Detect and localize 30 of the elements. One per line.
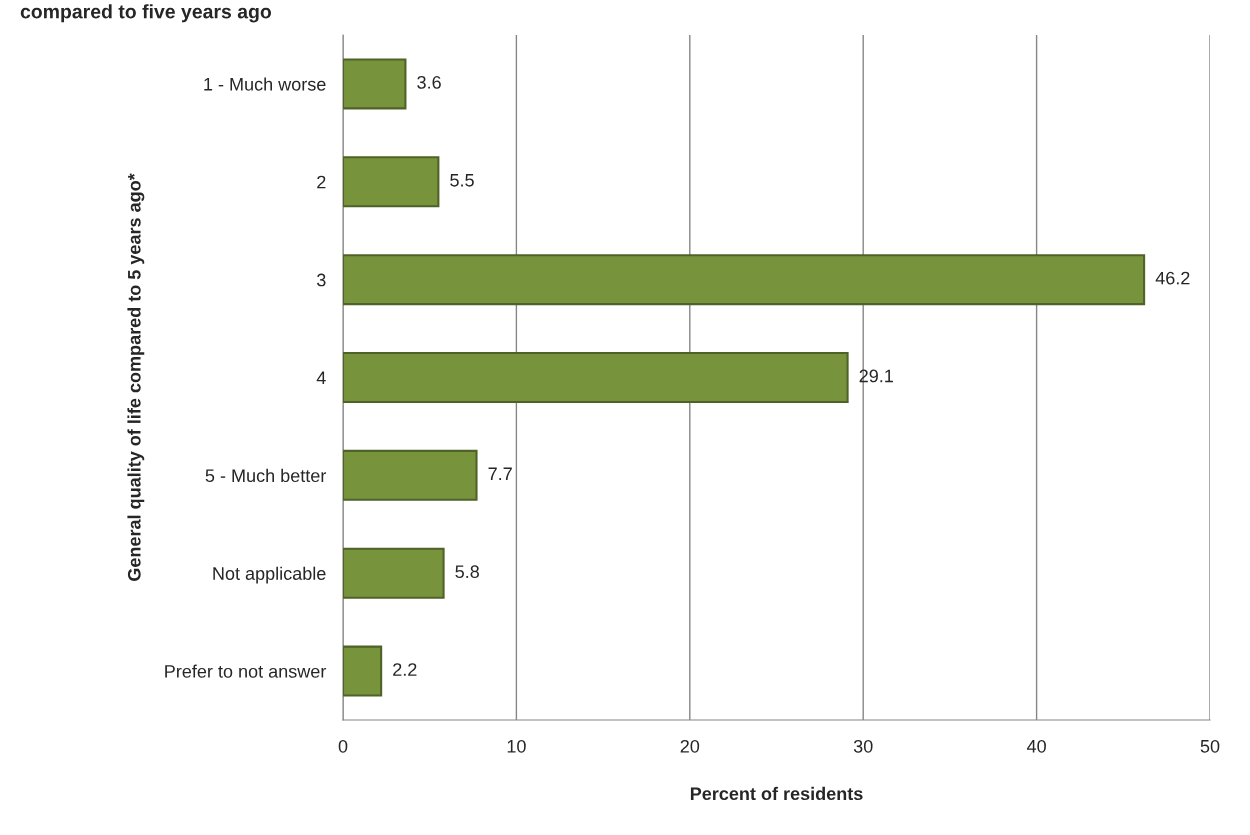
y-tick-label: 5 - Much better [205, 468, 327, 483]
x-tick-label: 30 [853, 739, 873, 753]
y-tick-label: 3 [316, 273, 326, 287]
y-axis-title: General quality of life compared to 5 years ago* [127, 173, 145, 581]
bar [343, 156, 440, 208]
text: compared to five years ago [20, 4, 272, 23]
bar [343, 254, 1146, 306]
bar [343, 352, 849, 403]
data-label: 5.8 [455, 565, 479, 579]
data-label: 7.7 [488, 467, 512, 481]
y-tick-label: 1 - Much worse [204, 77, 326, 91]
bar [343, 645, 383, 697]
data-label: 29.1 [859, 369, 893, 383]
data-label: 3.6 [417, 75, 441, 89]
y-tick-label: Prefer to not answer [165, 664, 327, 678]
bar [343, 449, 478, 501]
y-tick-label: 4 [316, 371, 326, 385]
x-tick-label: 50 [1200, 739, 1220, 753]
y-tick-label: Not applicable [213, 566, 326, 584]
x-tick-label: 0 [338, 739, 348, 753]
bar [343, 58, 407, 110]
x-tick-label: 20 [680, 739, 700, 753]
bar [343, 547, 445, 599]
x-tick-label: 40 [1026, 739, 1046, 753]
x-axis-title: Percent of residents [690, 786, 863, 801]
x-tick-label: 10 [507, 739, 526, 753]
data-label: 5.5 [450, 174, 474, 187]
data-label: 2.2 [393, 663, 417, 676]
y-tick-label: 2 [317, 175, 326, 189]
data-label: 46.2 [1155, 271, 1190, 285]
